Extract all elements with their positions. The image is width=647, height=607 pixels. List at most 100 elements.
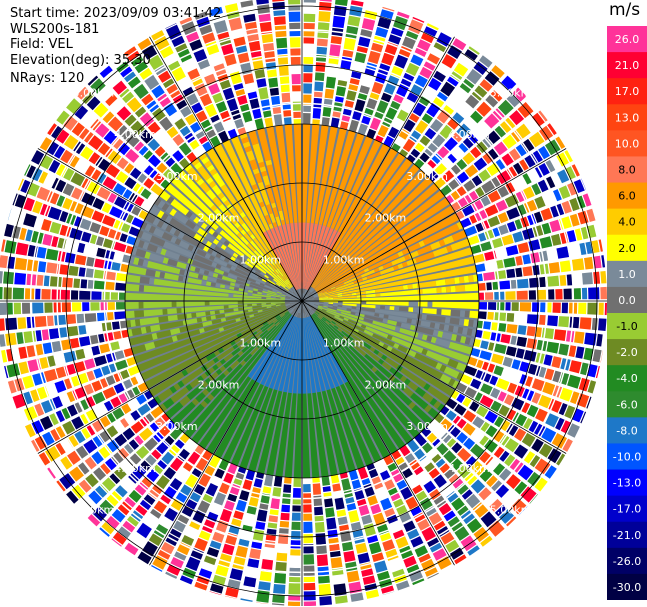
range-gate	[297, 308, 300, 313]
range-gate	[205, 316, 212, 321]
range-gate	[293, 291, 297, 296]
range-gate	[272, 222, 278, 228]
colorbar-tick-label: 1.0	[618, 268, 636, 281]
range-gate	[396, 580, 410, 591]
range-gate	[266, 323, 276, 332]
range-gate	[371, 42, 384, 53]
range-gate	[400, 375, 407, 383]
range-gate	[205, 352, 217, 362]
range-gate	[364, 10, 378, 20]
colorbar-swatch	[607, 573, 647, 600]
range-gate	[91, 345, 101, 356]
azimuth-line	[301, 300, 455, 566]
range-gate	[393, 94, 404, 104]
range-gate	[452, 38, 467, 51]
range-gate	[263, 110, 272, 118]
range-gate	[279, 309, 288, 316]
range-gate	[507, 370, 522, 383]
range-gate	[199, 93, 213, 107]
range-gate	[427, 407, 439, 419]
range-gate	[396, 505, 408, 516]
range-gate	[183, 270, 190, 277]
range-gate	[466, 518, 482, 534]
range-gate	[552, 370, 562, 383]
range-gate	[332, 306, 338, 309]
range-gate	[365, 326, 389, 339]
range-gate	[452, 478, 464, 489]
range-gate	[433, 42, 447, 53]
range-gate	[213, 245, 232, 259]
range-gate	[230, 265, 237, 271]
range-gate	[419, 66, 433, 79]
range-gate	[261, 559, 274, 572]
range-gate	[544, 368, 555, 381]
range-gate	[374, 369, 413, 406]
range-gate	[239, 284, 245, 289]
range-gate	[147, 138, 160, 151]
range-gate	[298, 313, 300, 318]
range-gate	[16, 332, 24, 345]
range-gate	[400, 367, 427, 388]
range-gate	[162, 257, 169, 264]
range-gate	[227, 214, 235, 222]
range-gate	[285, 302, 290, 304]
range-gate	[380, 9, 394, 20]
range-gate	[167, 308, 177, 315]
range-gate	[209, 454, 221, 468]
range-gate	[50, 276, 62, 287]
range-gate	[292, 85, 301, 92]
range-gate	[500, 419, 511, 432]
range-gate	[324, 88, 335, 99]
range-gate	[334, 139, 382, 231]
range-gate	[202, 519, 216, 534]
range-gate	[304, 297, 310, 300]
range-gate	[125, 302, 139, 310]
range-gate	[125, 310, 135, 319]
range-gate	[81, 231, 92, 243]
range-gate	[275, 304, 281, 307]
range-gate	[585, 241, 593, 254]
range-gate	[476, 101, 492, 117]
range-gate	[261, 322, 274, 333]
range-gate	[153, 173, 165, 185]
range-gate	[189, 378, 201, 389]
range-gate	[256, 303, 262, 306]
range-gate	[303, 73, 313, 83]
range-gate	[265, 184, 275, 204]
range-label: 5.00km	[73, 504, 115, 517]
range-gate	[426, 335, 433, 342]
range-gate	[326, 389, 356, 472]
range-gate	[539, 276, 547, 288]
range-gate	[244, 21, 257, 30]
range-gate	[578, 377, 590, 392]
range-gate	[361, 304, 376, 309]
range-gate	[478, 302, 487, 310]
range-gate	[98, 333, 105, 343]
range-gate	[63, 350, 77, 363]
range-gate	[91, 291, 102, 300]
range-gate	[213, 257, 228, 267]
range-gate	[145, 413, 155, 423]
range-gate	[193, 233, 205, 243]
range-gate	[458, 318, 465, 326]
range-gate	[305, 226, 330, 290]
range-gate	[519, 361, 530, 373]
range-gate	[484, 493, 497, 506]
range-gate	[245, 121, 256, 133]
range-gate	[272, 487, 282, 498]
range-gate	[297, 313, 300, 318]
range-gate	[493, 430, 505, 443]
range-gate	[197, 274, 204, 280]
range-gate	[472, 416, 485, 429]
range-gate	[414, 433, 427, 447]
range-gate	[98, 86, 113, 101]
range-gate	[521, 402, 531, 414]
range-gate	[294, 303, 301, 312]
range-gate	[62, 197, 73, 210]
range-gate	[279, 76, 290, 85]
range-gate	[177, 231, 185, 239]
range-gate	[414, 142, 425, 153]
range-gate	[292, 488, 301, 499]
range-gate	[318, 128, 347, 226]
range-gate	[82, 302, 90, 312]
